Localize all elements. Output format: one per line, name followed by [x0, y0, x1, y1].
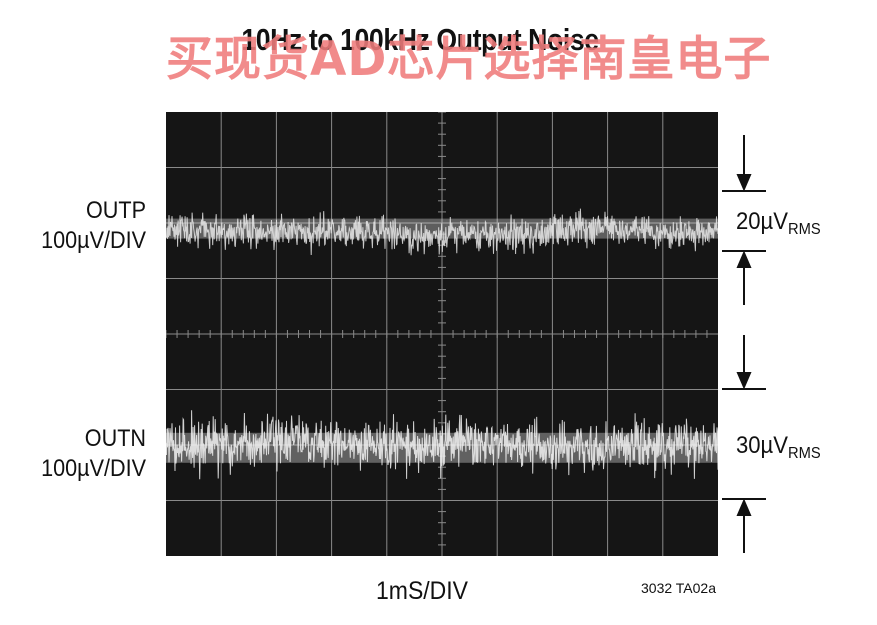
- grid: [166, 112, 718, 556]
- outn-label: OUTN 100µV/DIV: [33, 424, 146, 484]
- outp-rms-sub: RMS: [788, 221, 821, 238]
- x-axis-label: 1mS/DIV: [376, 577, 469, 605]
- outp-arrowhead-bottom: [736, 250, 752, 268]
- chart-title: 10Hz to 100kHz Output Noise: [241, 22, 599, 57]
- outp-rms-main: 20µV: [736, 208, 789, 235]
- outn-arrowhead-bottom: [736, 498, 752, 516]
- rms-markers: [722, 135, 766, 553]
- traces: [166, 208, 718, 480]
- outn-noise-trace: [166, 410, 718, 480]
- outn-rms-value: 30µVRMS: [736, 432, 821, 463]
- outp-scale: 100µV/DIV: [41, 227, 146, 254]
- outp-noise-trace: [166, 208, 718, 256]
- oscilloscope-screen: [166, 112, 718, 556]
- outp-label: OUTP 100µV/DIV: [33, 196, 146, 256]
- outn-noise-band: [166, 432, 718, 463]
- outp-rms-value: 20µVRMS: [736, 208, 821, 239]
- outn-scale: 100µV/DIV: [41, 455, 146, 482]
- outn-rms-main: 30µV: [736, 432, 789, 459]
- outn-arrowhead-top: [736, 372, 752, 390]
- outp-name: OUTP: [85, 197, 146, 224]
- figure-reference: 3032 TA02a: [641, 580, 716, 596]
- watermark: 买现货AD芯片选择南皇电子: [166, 32, 772, 87]
- outp-noise-band: [166, 218, 718, 239]
- outn-name: OUTN: [84, 425, 146, 452]
- outp-arrowhead-top: [736, 174, 752, 192]
- outn-rms-sub: RMS: [788, 445, 821, 462]
